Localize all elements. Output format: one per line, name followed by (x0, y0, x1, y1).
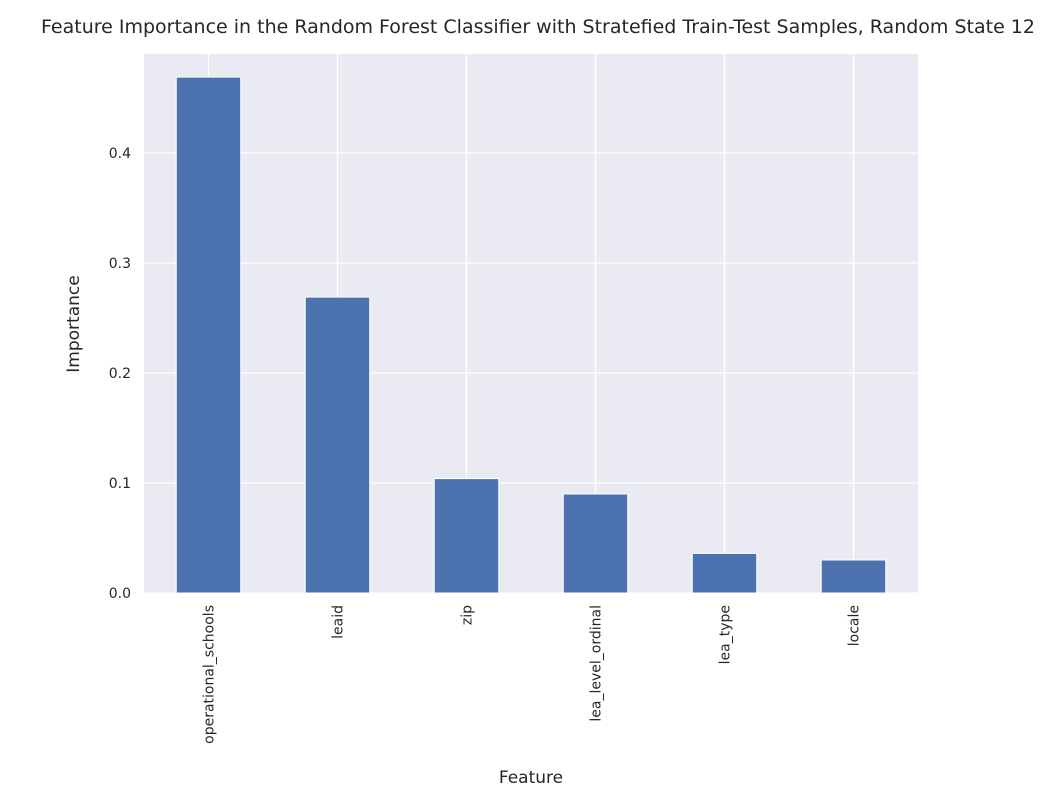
x-tick-labels: operational_schools leaid zip lea_level_ord… (202, 605, 863, 744)
bar-operational-schools (175, 76, 242, 594)
y-tick-label: 0.4 (109, 146, 131, 162)
x-tick-label: lea_type (718, 605, 734, 664)
bar-zip (433, 478, 500, 594)
x-axis-label: Feature (499, 768, 563, 788)
x-tick-label: lea_level_ordinal (589, 605, 605, 722)
bar-locale (820, 559, 887, 594)
plot-area (144, 54, 918, 593)
bars (175, 76, 887, 594)
y-tick-label: 0.2 (109, 366, 131, 382)
y-tick-label: 0.0 (109, 586, 131, 602)
bar-lea-type (691, 552, 758, 594)
y-tick-label: 0.1 (109, 476, 131, 492)
x-tick-label: zip (460, 605, 476, 625)
chart-title: Feature Importance in the Random Forest … (41, 16, 1035, 38)
x-tick-label: operational_schools (202, 605, 218, 744)
bar-leaid (304, 296, 371, 594)
y-axis-label: Importance (64, 275, 84, 372)
y-tick-labels: 0.0 0.1 0.2 0.3 0.4 (109, 146, 131, 602)
x-tick-label: leaid (331, 605, 347, 639)
bar-lea-level-ordinal (562, 493, 629, 594)
x-tick-label: locale (847, 605, 863, 646)
y-tick-label: 0.3 (109, 256, 131, 272)
